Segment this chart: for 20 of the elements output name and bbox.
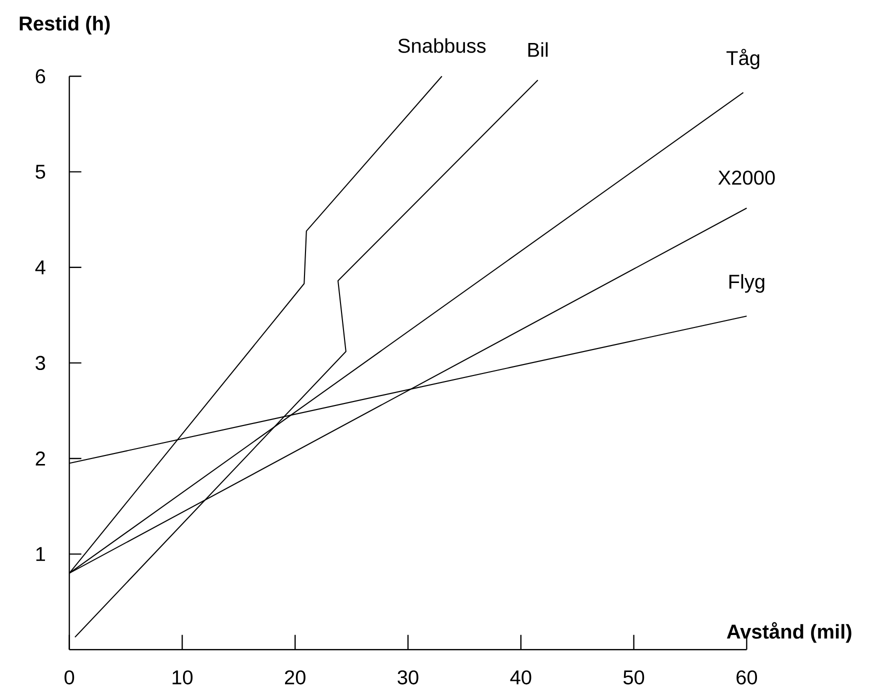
y-tick-label: 6	[36, 69, 46, 84]
x-tick-label: 10	[172, 670, 193, 684]
x-tick-label: 0	[64, 670, 74, 684]
y-axis-title: Restid (h)	[20, 16, 110, 35]
series-label: X2000	[718, 170, 775, 185]
x-tick-label: 50	[623, 670, 644, 684]
y-tick-label: 1	[36, 547, 45, 561]
series-label: Bil	[528, 42, 548, 57]
y-tick-label: 2	[36, 452, 45, 466]
x-tick-label: 20	[284, 670, 306, 684]
x-tick-label: 40	[510, 670, 532, 684]
series-label: Snabbuss	[398, 38, 486, 53]
x-tick-label: 60	[736, 670, 758, 684]
x-axis-title: Avstånd (mil)	[726, 622, 852, 643]
series-label: Tåg	[726, 48, 760, 70]
x-tick-label: 30	[398, 670, 418, 684]
y-tick-label: 5	[36, 164, 46, 179]
series-label: Flyg	[729, 274, 764, 293]
y-tick-label: 4	[35, 260, 46, 274]
y-tick-label: 3	[36, 356, 46, 370]
